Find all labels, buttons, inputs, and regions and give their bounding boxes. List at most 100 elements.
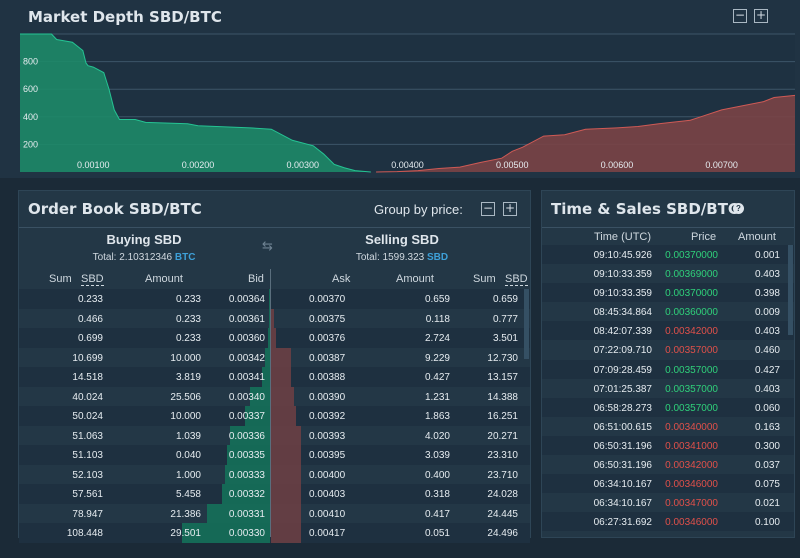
bids-area	[20, 34, 371, 172]
ask-price: 0.00393	[309, 430, 346, 442]
order-book-title: Order Book SBD/BTC	[28, 200, 202, 218]
trade-row[interactable]: 06:27:31.692 0.00346000 0.100	[542, 512, 794, 532]
ask-depth-bar	[271, 406, 296, 426]
ask-depth-bar	[271, 464, 301, 484]
buying-header: Buying SBD Total: 2.10312346 BTC	[79, 232, 209, 263]
trade-time: 09:10:45.926	[593, 250, 652, 261]
ask-sum: 0.659	[492, 294, 518, 305]
bid-sum: 0.699	[77, 333, 103, 344]
ask-amount: 0.659	[424, 294, 450, 305]
bid-depth-bar	[227, 445, 270, 465]
ask-price: 0.00403	[309, 489, 346, 500]
x-tick-label: 0.00400	[391, 160, 424, 170]
order-book-row[interactable]: 52.103 1.000 0.00333 0.00400 0.400 23.710	[19, 464, 530, 484]
trade-amount: 0.300	[754, 440, 780, 452]
trade-amount: 0.001	[754, 250, 780, 261]
buying-heading: Buying SBD	[106, 232, 182, 247]
trade-row[interactable]: 07:01:25.387 0.00357000 0.403	[542, 378, 794, 398]
trade-amount: 0.100	[754, 517, 780, 529]
order-book-row[interactable]: 50.024 10.000 0.00337 0.00392 1.863 16.251	[19, 406, 530, 426]
order-book-row[interactable]: 0.466 0.233 0.00361 0.00375 0.118 0.777	[19, 308, 530, 328]
order-book-row[interactable]: 108.448 29.501 0.00330 0.00417 0.051 24.496	[19, 523, 530, 543]
trade-row[interactable]: 09:10:33.359 0.00370000 0.398	[542, 283, 794, 303]
time-sales-title: Time & Sales SBD/BTC	[551, 200, 739, 218]
trade-time: 06:34:10.167	[593, 479, 652, 491]
trade-row[interactable]: 07:09:28.459 0.00357000 0.427	[542, 359, 794, 379]
col-ask-sbd[interactable]: SBD	[505, 273, 528, 286]
order-book-row[interactable]: 51.063 1.039 0.00336 0.00393 4.020 20.271	[19, 425, 530, 445]
ask-price: 0.00388	[309, 372, 346, 383]
trade-time: 07:01:25.387	[593, 383, 652, 395]
order-book-column-headers: Sum SBD Amount Bid Ask Amount Sum SBD	[19, 269, 530, 289]
zoom-out-button[interactable]: −	[733, 8, 747, 23]
col-bid-amount: Amount	[145, 273, 183, 285]
trade-amount: 0.427	[754, 364, 780, 376]
bid-depth-bar	[269, 289, 270, 309]
trade-row[interactable]: 08:42:07.339 0.00342000 0.403	[542, 321, 794, 341]
bid-depth-bar	[222, 484, 270, 504]
order-book-row[interactable]: 57.561 5.458 0.00332 0.00403 0.318 24.028	[19, 484, 530, 504]
ask-price: 0.00417	[309, 528, 346, 539]
help-icon[interactable]: ?	[733, 203, 744, 214]
bid-amount: 0.233	[175, 294, 201, 305]
trade-row[interactable]: 06:58:28.273 0.00357000 0.060	[542, 397, 794, 417]
x-tick-label: 0.00300	[286, 160, 319, 170]
order-book-row[interactable]: 0.233 0.233 0.00364 0.00370 0.659 0.659	[19, 289, 530, 309]
bid-depth-bar	[230, 425, 270, 445]
depth-title: Market Depth SBD/BTC	[28, 8, 222, 26]
bid-amount: 0.040	[175, 450, 201, 461]
trade-row[interactable]: 06:34:10.167 0.00346000 0.075	[542, 474, 794, 494]
ask-sum: 24.445	[487, 508, 518, 520]
ask-sum: 16.251	[487, 411, 518, 422]
ask-sum: 24.496	[487, 528, 518, 539]
bid-amount: 25.506	[170, 391, 201, 403]
trade-row[interactable]: 09:10:45.926 0.00370000 0.001	[542, 245, 794, 265]
trade-row[interactable]: 06:51:00.615 0.00340000 0.163	[542, 416, 794, 436]
trade-price: 0.00370000	[665, 288, 718, 300]
ask-sum: 13.157	[487, 372, 518, 383]
order-book-row[interactable]: 0.699 0.233 0.00360 0.00376 2.724 3.501	[19, 328, 530, 348]
ask-amount: 1.863	[424, 411, 450, 422]
order-book-row[interactable]: 51.103 0.040 0.00335 0.00395 3.039 23.310	[19, 445, 530, 465]
trade-row[interactable]: 07:22:09.710 0.00357000 0.460	[542, 340, 794, 360]
trade-row[interactable]: 06:50:31.196 0.00342000 0.037	[542, 455, 794, 475]
trade-time: 06:51:00.615	[593, 421, 652, 433]
swap-icon[interactable]: ⇆	[262, 239, 273, 254]
trade-price: 0.00342000	[665, 460, 718, 472]
trade-price: 0.00346000	[665, 479, 718, 491]
bid-depth-bar	[182, 523, 270, 543]
bid-sum: 108.448	[66, 528, 103, 539]
ask-sum: 0.777	[492, 313, 518, 325]
zoom-in-button[interactable]: +	[754, 8, 768, 23]
time-sales-scrollbar[interactable]	[788, 245, 793, 335]
order-book-row[interactable]: 40.024 25.506 0.00340 0.00390 1.231 14.388	[19, 386, 530, 406]
ask-price: 0.00390	[309, 391, 346, 403]
ask-amount: 0.417	[424, 508, 450, 520]
trade-time: 08:45:34.864	[593, 307, 652, 319]
ask-depth-bar	[271, 484, 301, 504]
ask-sum: 14.388	[487, 391, 518, 403]
order-book-row[interactable]: 14.518 3.819 0.00341 0.00388 0.427 13.157	[19, 367, 530, 387]
ask-depth-bar	[271, 367, 291, 387]
asks-line	[376, 94, 796, 173]
group-decrease-button[interactable]: −	[481, 201, 495, 216]
trade-amount: 0.460	[754, 345, 780, 357]
group-by-label: Group by price:	[374, 202, 463, 217]
trade-row[interactable]: 06:34:10.167 0.00347000 0.021	[542, 493, 794, 513]
bid-sum: 40.024	[72, 391, 103, 403]
col-bid-sum: Sum	[49, 273, 72, 285]
trade-row[interactable]: 09:10:33.359 0.00369000 0.403	[542, 264, 794, 284]
trade-amount: 0.163	[754, 421, 780, 433]
group-increase-button[interactable]: +	[503, 201, 517, 216]
trade-price: 0.00357000	[665, 364, 718, 376]
bid-sum: 10.699	[72, 352, 103, 364]
order-book-row[interactable]: 78.947 21.386 0.00331 0.00410 0.417 24.445	[19, 503, 530, 523]
col-bid-sbd[interactable]: SBD	[81, 273, 104, 286]
bid-price: 0.00361	[228, 313, 265, 325]
trade-row[interactable]: 08:45:34.864 0.00360000 0.009	[542, 302, 794, 322]
x-tick-label: 0.00600	[601, 160, 634, 170]
order-book-row[interactable]: 10.699 10.000 0.00342 0.00387 9.229 12.730	[19, 347, 530, 367]
trade-price: 0.00357000	[665, 383, 718, 395]
trade-row[interactable]: 06:50:31.196 0.00341000 0.300	[542, 435, 794, 456]
order-book-scrollbar[interactable]	[524, 289, 529, 359]
